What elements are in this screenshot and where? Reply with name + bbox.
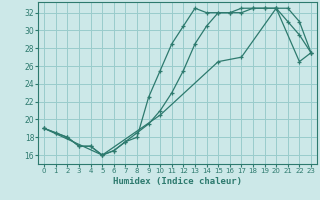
X-axis label: Humidex (Indice chaleur): Humidex (Indice chaleur) — [113, 177, 242, 186]
